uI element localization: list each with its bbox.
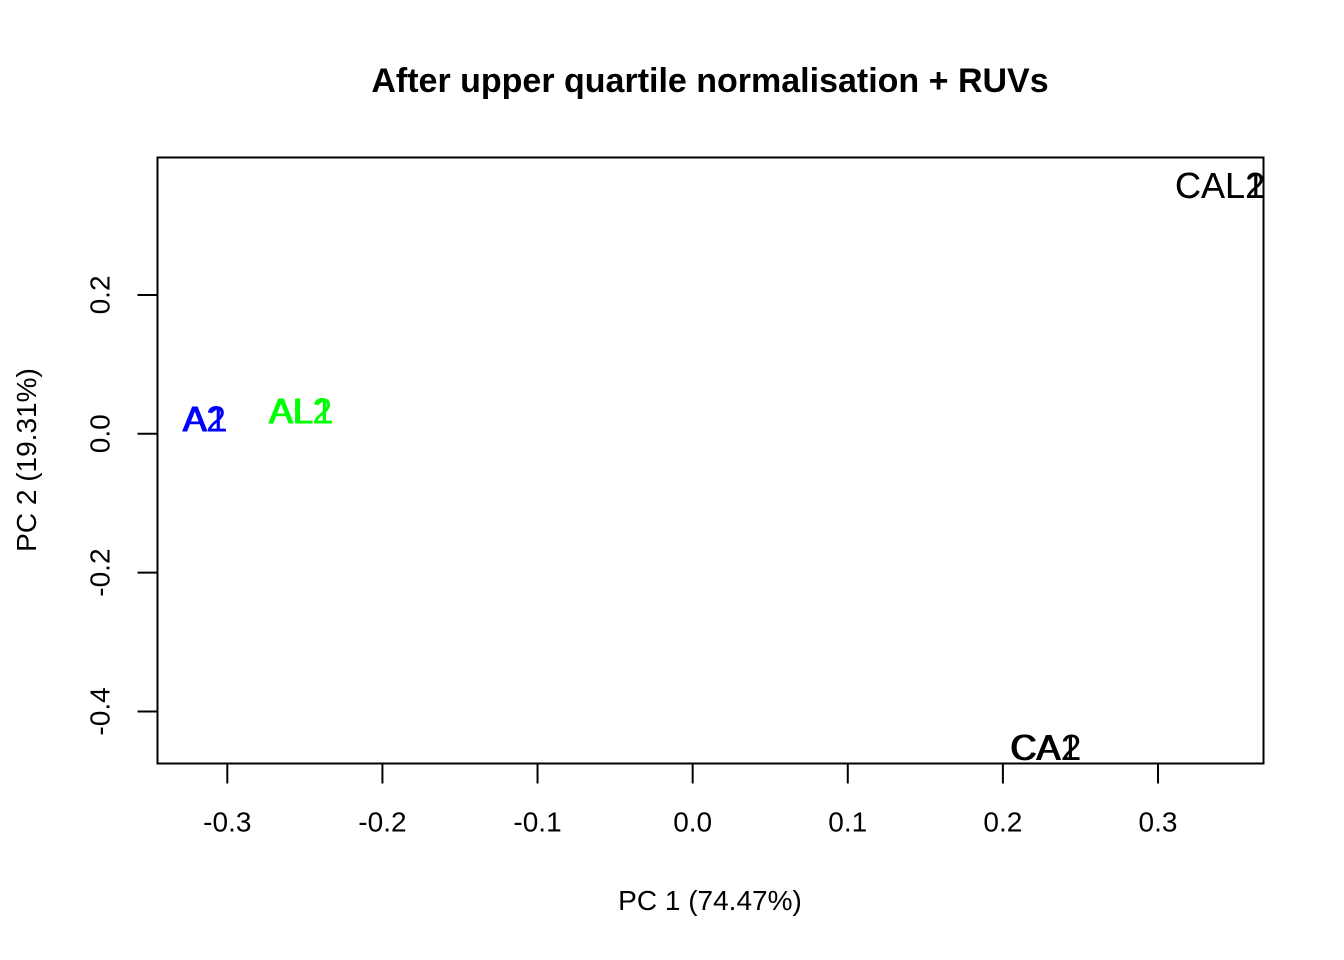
- y-tick-label: -0.2: [85, 548, 116, 596]
- y-axis-label: PC 2 (19.31%): [11, 368, 42, 552]
- x-tick-label: 0.2: [983, 807, 1022, 838]
- y-tick-label: 0.0: [85, 414, 116, 453]
- point-label-al2: AL2: [268, 390, 332, 431]
- x-tick-label: -0.1: [513, 807, 561, 838]
- x-tick-label: -0.3: [203, 807, 251, 838]
- x-axis: -0.3 -0.2 -0.1 0.0 0.1 0.2 0.3: [203, 762, 1178, 838]
- point-label-a1: A1: [184, 399, 228, 440]
- y-tick-label: -0.4: [85, 687, 116, 735]
- point-label-ca1: CA1: [1010, 727, 1080, 768]
- x-tick-label: 0.3: [1139, 807, 1178, 838]
- point-label-ca2: CA2: [1011, 727, 1081, 768]
- point-label-a2: A2: [182, 399, 226, 440]
- point-label-al1: AL1: [270, 390, 334, 431]
- x-tick-label: -0.2: [358, 807, 406, 838]
- point-label-cal2: CAL2: [1175, 165, 1265, 206]
- x-tick-label: 0.0: [673, 807, 712, 838]
- plot-frame: [156, 156, 1265, 765]
- y-axis: -0.4 -0.2 0.0 0.2: [85, 275, 159, 736]
- point-label-cal1: CAL1: [1175, 165, 1265, 206]
- x-axis-label: PC 1 (74.47%): [618, 885, 802, 916]
- x-tick-label: 0.1: [828, 807, 867, 838]
- chart-title: After upper quartile normalisation + RUV…: [371, 62, 1048, 100]
- y-tick-label: 0.2: [85, 275, 116, 314]
